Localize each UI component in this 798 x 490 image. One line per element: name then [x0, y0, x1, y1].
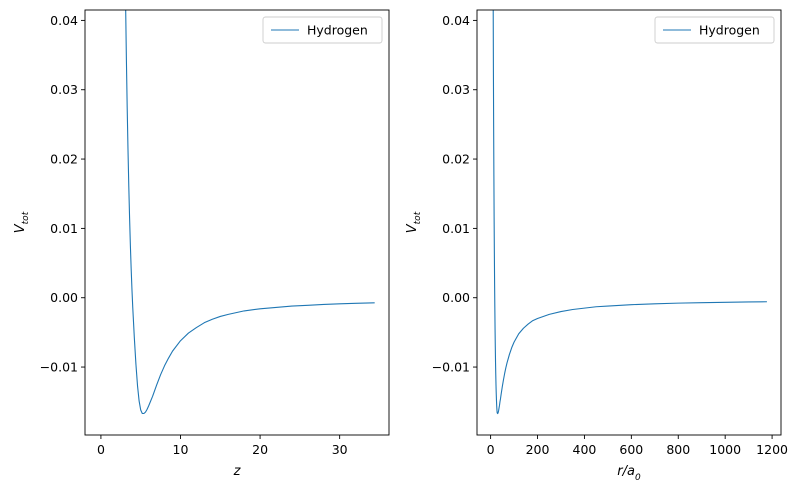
y-tick-label: 0.00 [442, 290, 470, 305]
x-tick-label: 10 [173, 442, 189, 457]
y-tick-label: 0.02 [50, 152, 78, 167]
y-tick-label: −0.01 [40, 360, 78, 375]
plot-frame [84, 9, 390, 436]
plot-frame [476, 9, 782, 436]
y-tick-label: 0.03 [50, 82, 78, 97]
y-axis-label: Vtot [13, 211, 31, 233]
legend-box [654, 16, 775, 44]
y-tick-label: 0.01 [442, 221, 470, 236]
y-axis-label: Vtot [405, 211, 423, 233]
x-axis-label: r/a0 [617, 464, 641, 483]
legend-box [262, 16, 383, 44]
x-tick-label: 0 [487, 442, 495, 457]
y-tick-label: 0.04 [50, 13, 78, 28]
x-tick-label: 400 [573, 442, 597, 457]
chart-right: 0 200 400 600 800 1000 1200 −0.01 0.00 0.01 0.02 0.… [405, 9, 788, 483]
y-tick-label: 0.00 [50, 290, 78, 305]
x-tick-label: 0 [97, 442, 105, 457]
series-line-0 [492, 10, 767, 415]
x-tick-label: 30 [332, 442, 348, 457]
chart-left: 0 10 20 30 −0.01 0.00 0.01 0.02 0.03 0.04 z Vtot Hyd… [13, 9, 390, 479]
legend-label: Hydrogen [699, 23, 760, 38]
legend-label: Hydrogen [307, 23, 368, 38]
legend: Hydrogen [654, 16, 775, 44]
x-axis-label: z [233, 464, 242, 479]
y-tick-label: 0.03 [442, 82, 470, 97]
y-tick-label: 0.02 [442, 152, 470, 167]
x-tick-label: 200 [526, 442, 550, 457]
x-tick-label: 600 [619, 442, 643, 457]
y-tick-label: 0.04 [442, 13, 470, 28]
x-tick-label: 20 [252, 442, 268, 457]
legend: Hydrogen [262, 16, 383, 44]
x-tick-label: 1000 [709, 442, 741, 457]
x-tick-label: 800 [666, 442, 690, 457]
series-line-0 [125, 10, 375, 415]
y-tick-label: −0.01 [432, 360, 470, 375]
x-tick-label: 1200 [756, 442, 788, 457]
y-tick-label: 0.01 [50, 221, 78, 236]
